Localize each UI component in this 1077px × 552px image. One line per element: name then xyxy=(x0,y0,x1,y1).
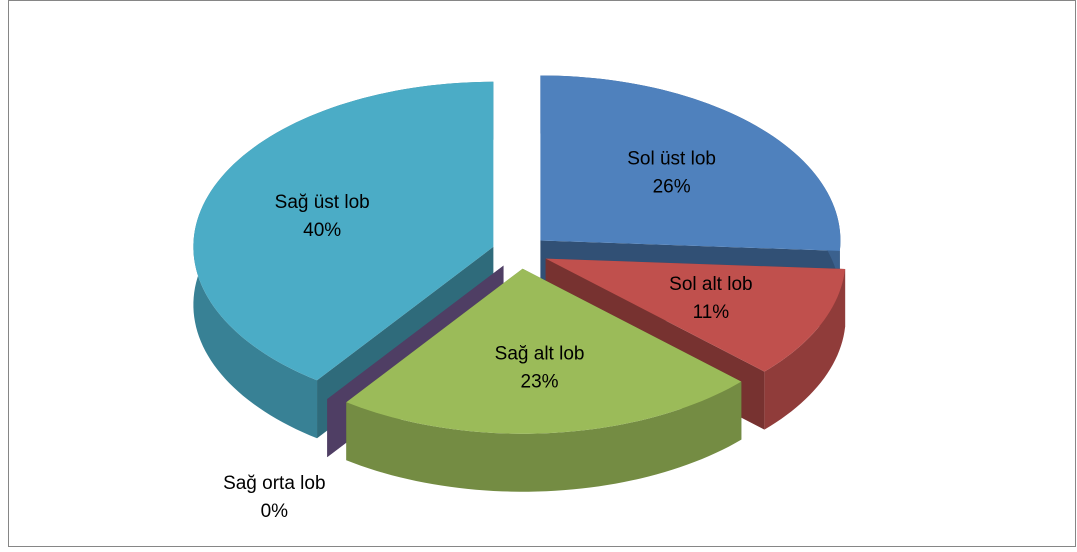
slice-top xyxy=(346,268,742,434)
pie-slice xyxy=(346,268,742,492)
data-label-value: 23% xyxy=(521,371,559,392)
data-label-category: Sol alt lob xyxy=(669,274,752,295)
data-label-category: Sol üst lob xyxy=(627,149,716,170)
data-label-value: 11% xyxy=(693,302,730,323)
slice-top xyxy=(545,258,846,372)
data-label-value: 26% xyxy=(653,177,691,198)
slice-top xyxy=(193,81,494,381)
data-label-value: 0% xyxy=(261,501,289,522)
slice-wall xyxy=(346,381,742,492)
data-label-category: Sağ üst lob xyxy=(275,192,370,213)
data-label-value: 40% xyxy=(303,220,341,241)
data-label-category: Sağ orta lob xyxy=(223,473,325,494)
data-label-category: Sağ alt lob xyxy=(495,343,585,364)
slice-wall xyxy=(764,269,846,430)
slice-top xyxy=(540,75,841,251)
